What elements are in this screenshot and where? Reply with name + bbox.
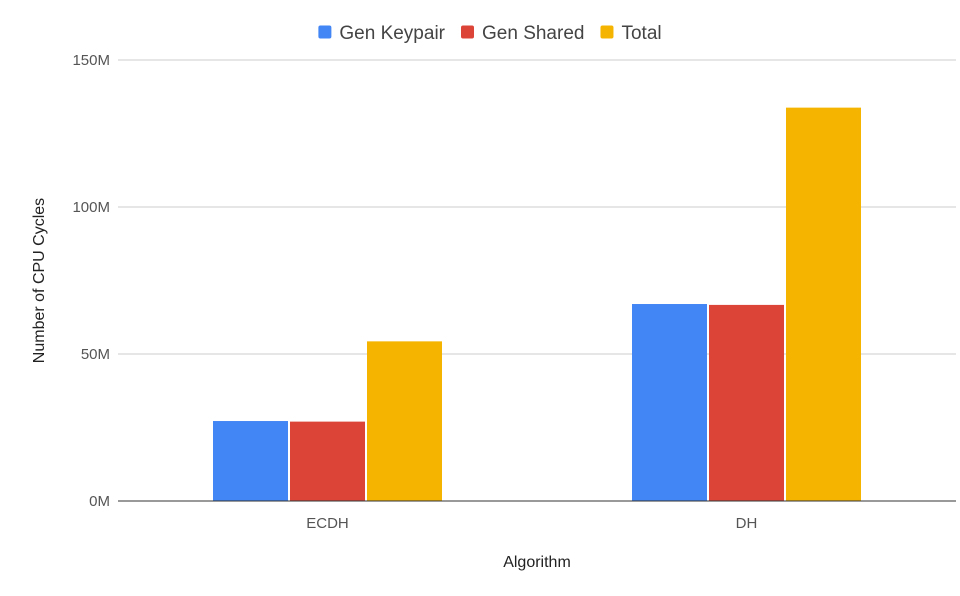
bar-total-ecdh bbox=[367, 341, 442, 501]
legend-item-total: Total bbox=[600, 23, 662, 44]
legend-label: Total bbox=[621, 23, 661, 44]
bars bbox=[213, 107, 861, 502]
y-tick-label: 0M bbox=[89, 493, 110, 510]
legend: Gen Keypair Gen Shared Total bbox=[318, 23, 662, 44]
y-axis-title: Number of CPU Cycles bbox=[31, 198, 48, 363]
x-axis-ticks: ECDH DH bbox=[306, 515, 757, 532]
legend-label: Gen Keypair bbox=[339, 23, 445, 44]
legend-swatch bbox=[318, 25, 332, 39]
y-tick-label: 50M bbox=[81, 346, 110, 363]
bar-gen-shared-ecdh bbox=[290, 421, 365, 501]
legend-swatch bbox=[461, 25, 475, 39]
x-tick-label: ECDH bbox=[306, 515, 349, 532]
bar-gen-keypair-ecdh bbox=[213, 421, 288, 501]
y-tick-label: 100M bbox=[72, 199, 110, 216]
x-tick-label: DH bbox=[736, 515, 758, 532]
bar-gen-shared-dh bbox=[709, 304, 784, 501]
y-axis-ticks: 0M 50M 100M 150M bbox=[72, 52, 110, 510]
x-axis-title: Algorithm bbox=[503, 554, 571, 571]
legend-swatch bbox=[600, 25, 614, 39]
y-tick-label: 150M bbox=[72, 52, 110, 69]
legend-item-gen-keypair: Gen Keypair bbox=[318, 23, 446, 44]
bar-total-dh bbox=[786, 107, 861, 502]
legend-item-gen-shared: Gen Shared bbox=[461, 23, 584, 44]
bar-gen-keypair-dh bbox=[632, 304, 707, 501]
legend-label: Gen Shared bbox=[482, 23, 584, 44]
